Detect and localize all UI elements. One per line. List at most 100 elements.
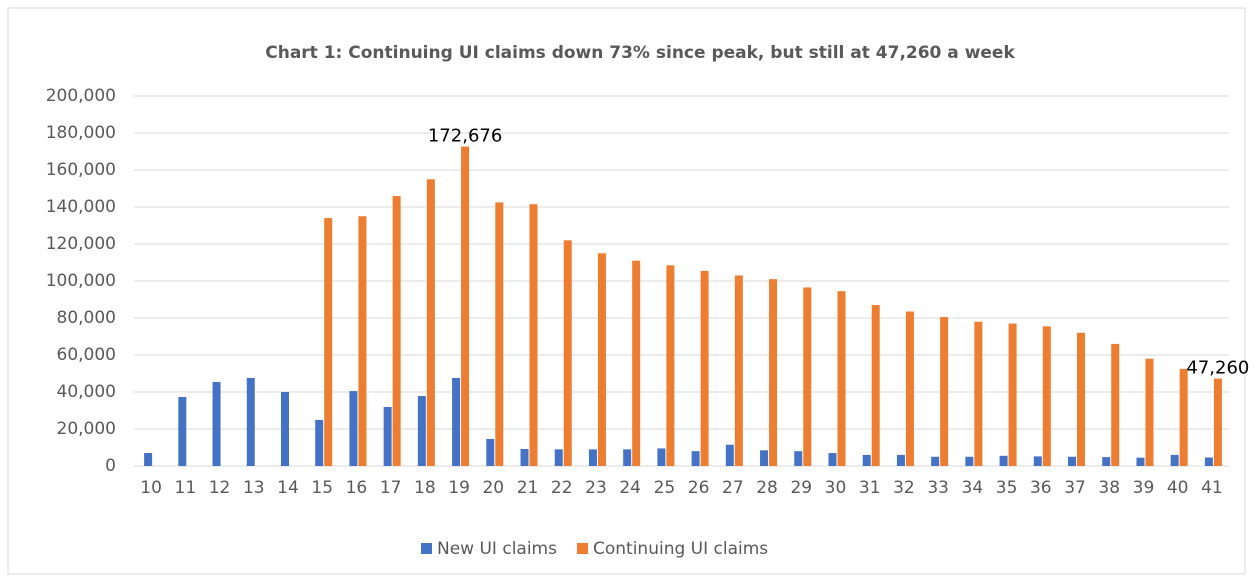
bar — [554, 449, 563, 466]
y-tick-label: 20,000 — [57, 419, 116, 439]
x-tick-label: 12 — [209, 478, 231, 498]
bar — [1213, 378, 1222, 466]
bar — [769, 279, 778, 466]
bar — [324, 218, 333, 466]
x-tick-label: 18 — [414, 478, 436, 498]
x-tick-label: 35 — [996, 478, 1018, 498]
bar — [452, 377, 461, 466]
legend-swatch — [576, 543, 588, 554]
x-tick-label: 37 — [1064, 478, 1086, 498]
bar — [871, 305, 880, 466]
bar — [974, 321, 983, 466]
y-tick-label: 200,000 — [46, 86, 116, 106]
x-tick-label: 10 — [140, 478, 162, 498]
y-tick-label: 0 — [105, 456, 116, 476]
bar — [1145, 358, 1154, 466]
bar — [212, 382, 221, 466]
x-tick-label: 20 — [482, 478, 504, 498]
bar — [965, 456, 974, 466]
x-tick-label: 15 — [311, 478, 333, 498]
x-tick-label: 21 — [517, 478, 539, 498]
y-tick-label: 140,000 — [46, 197, 116, 217]
x-tick-label: 28 — [756, 478, 778, 498]
y-tick-label: 160,000 — [46, 160, 116, 180]
bar — [666, 265, 675, 466]
x-tick-label: 33 — [927, 478, 949, 498]
bar — [632, 260, 641, 466]
bar — [1068, 456, 1077, 466]
bar — [794, 451, 803, 466]
bar — [315, 419, 324, 466]
bar — [588, 449, 597, 466]
bar — [828, 453, 837, 466]
bar — [1170, 454, 1179, 466]
data-label: 172,676 — [428, 126, 502, 147]
bar — [495, 202, 504, 466]
x-tick-label: 27 — [722, 478, 744, 498]
x-tick-label: 23 — [585, 478, 607, 498]
legend-label: New UI claims — [437, 539, 557, 559]
bar — [1077, 332, 1086, 466]
x-tick-label: 39 — [1133, 478, 1155, 498]
x-tick-label: 24 — [619, 478, 641, 498]
x-tick-label: 11 — [175, 478, 197, 498]
bar — [280, 392, 289, 466]
y-tick-label: 120,000 — [46, 234, 116, 254]
x-tick-label: 40 — [1167, 478, 1189, 498]
bar — [1179, 368, 1188, 466]
bar — [999, 455, 1008, 466]
x-tick-label: 30 — [825, 478, 847, 498]
bar — [1111, 343, 1120, 466]
legend-swatch — [421, 543, 432, 554]
x-tick-label: 17 — [380, 478, 402, 498]
x-tick-label: 26 — [688, 478, 710, 498]
bar — [392, 195, 401, 466]
bar — [246, 377, 255, 466]
bar — [178, 396, 187, 466]
x-tick-label: 14 — [277, 478, 299, 498]
bar — [486, 438, 495, 466]
bar — [349, 391, 358, 466]
bar — [563, 240, 572, 466]
x-tick-label: 32 — [893, 478, 915, 498]
bar — [417, 396, 426, 466]
y-tick-label: 80,000 — [57, 308, 116, 328]
bar — [760, 450, 769, 466]
bar — [725, 444, 734, 466]
bar — [896, 454, 905, 466]
bar — [597, 253, 606, 466]
bar — [931, 456, 940, 466]
x-tick-label: 16 — [346, 478, 368, 498]
bar — [1042, 326, 1051, 466]
bar — [700, 270, 709, 466]
bar — [1204, 457, 1213, 466]
bar — [657, 448, 666, 466]
bar — [940, 317, 949, 466]
bar — [461, 146, 470, 467]
bar — [383, 406, 392, 466]
x-tick-label: 36 — [1030, 478, 1052, 498]
chart-title: Chart 1: Continuing UI claims down 73% s… — [265, 43, 1015, 63]
bar — [905, 311, 914, 466]
bar — [623, 449, 632, 466]
x-tick-label: 38 — [1098, 478, 1120, 498]
x-tick-label: 25 — [654, 478, 676, 498]
bar — [144, 453, 153, 466]
data-label: 47,260 — [1186, 358, 1249, 379]
x-tick-label: 13 — [243, 478, 265, 498]
legend-label: Continuing UI claims — [593, 539, 768, 559]
x-tick-label: 19 — [448, 478, 470, 498]
y-tick-label: 180,000 — [46, 123, 116, 143]
bar — [1136, 457, 1145, 466]
y-tick-label: 40,000 — [57, 382, 116, 402]
bar — [691, 451, 700, 466]
bar — [426, 179, 435, 466]
x-tick-label: 22 — [551, 478, 573, 498]
chart-frame — [7, 7, 1246, 575]
bar — [837, 291, 846, 466]
bar — [1102, 457, 1111, 466]
bar — [803, 287, 812, 466]
x-tick-label: 31 — [859, 478, 881, 498]
